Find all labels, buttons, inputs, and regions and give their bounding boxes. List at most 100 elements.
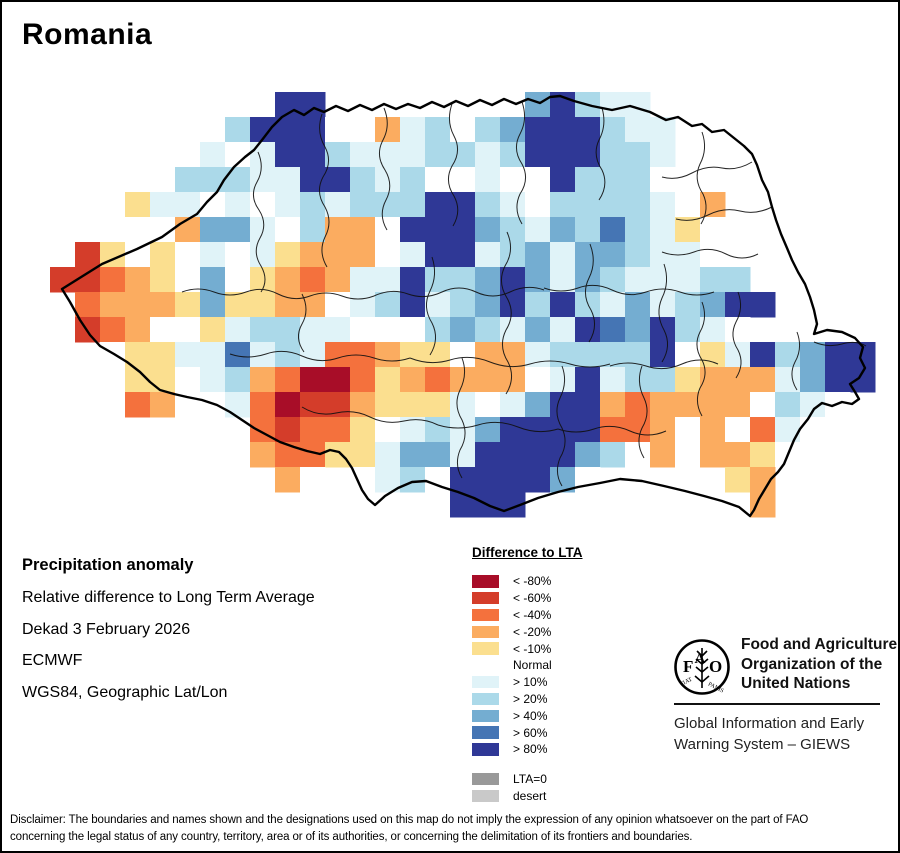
legend-item: < -20% [472,623,583,640]
legend-item: < -80% [472,573,583,590]
map-cell [200,317,226,343]
map-cell [275,167,301,193]
map-cell [300,92,326,118]
map-cell [625,317,651,343]
map-cell [100,342,126,368]
map-cell [500,367,526,393]
map-cell [700,342,726,368]
map-cell [700,417,726,443]
map-cell [650,167,676,193]
map-cell [600,392,626,418]
map-cell [300,317,326,343]
map-cell [400,442,426,468]
map-cell [375,392,401,418]
map-cell [325,117,351,143]
map-cell [175,317,201,343]
map-cell [625,217,651,243]
map-cell [500,342,526,368]
map-cell [425,242,451,268]
map-cell [625,117,651,143]
legend-item: < -60% [472,590,583,607]
map-cell [450,467,476,493]
map-cell [550,117,576,143]
map-cell [650,192,676,218]
map-cell [375,117,401,143]
map-cell [725,367,751,393]
map-cell [550,217,576,243]
map-cell [400,342,426,368]
map-cell [275,217,301,243]
fao-letter-o: O [709,657,722,676]
legend-label: < -20% [513,624,552,639]
map-cell [175,242,201,268]
fao-letter-f: F [683,657,693,676]
map-cell [550,292,576,318]
map-cell [325,167,351,193]
map-cell [225,392,251,418]
legend-swatch [472,709,499,723]
map-cell [425,217,451,243]
legend-label: > 80% [513,742,548,757]
map-cell [750,292,776,318]
map-cell [400,267,426,293]
map-cell [375,242,401,268]
map-cell [350,192,376,218]
map-cell [750,367,776,393]
map-cell [375,342,401,368]
info-line-dekad: Dekad 3 February 2026 [22,620,191,638]
map-cell [475,267,501,293]
map-cell [650,217,676,243]
legend-label: < -60% [513,591,552,606]
map-cell [275,342,301,368]
map-cell [150,392,176,418]
map-cell [500,117,526,143]
page-title: Romania [22,18,153,51]
map-cell [225,342,251,368]
map-cell [300,367,326,393]
map-cell [400,142,426,168]
map-cell [475,317,501,343]
map-cell [125,317,151,343]
map-cell [575,417,601,443]
map-cell [600,192,626,218]
map-cell [525,467,551,493]
giews-line-2: Warning System – GIEWS [674,736,851,753]
map-cell [375,267,401,293]
legend-label: desert [513,788,547,803]
map-cell [150,192,176,218]
map-cell [275,392,301,418]
map-cell [475,242,501,268]
map-cell [550,167,576,193]
map-cell [475,167,501,193]
map-cell [100,292,126,318]
map-cell [350,217,376,243]
map-cell [550,442,576,468]
map-info-block: Precipitation anomaly Relative differenc… [22,556,315,715]
map-cell [225,292,251,318]
map-cell [575,367,601,393]
map-cell [625,417,651,443]
map-cell [475,392,501,418]
map-cell [600,217,626,243]
map-cell [375,142,401,168]
map-cell [125,267,151,293]
map-cell [200,142,226,168]
legend-swatch [472,608,499,622]
map-cell [500,242,526,268]
map-cell [600,417,626,443]
map-cell [550,342,576,368]
info-heading: Precipitation anomaly [22,556,194,574]
map-cell [500,167,526,193]
legend-label: LTA=0 [513,772,547,787]
map-cell [175,292,201,318]
map-cell [550,317,576,343]
legend-swatch [472,659,499,672]
map-cell [525,417,551,443]
map-cell [625,442,651,468]
map-cell [700,242,726,268]
map-cell [250,292,276,318]
map-cell [775,417,801,443]
map-cell [125,192,151,218]
map-cell [525,192,551,218]
